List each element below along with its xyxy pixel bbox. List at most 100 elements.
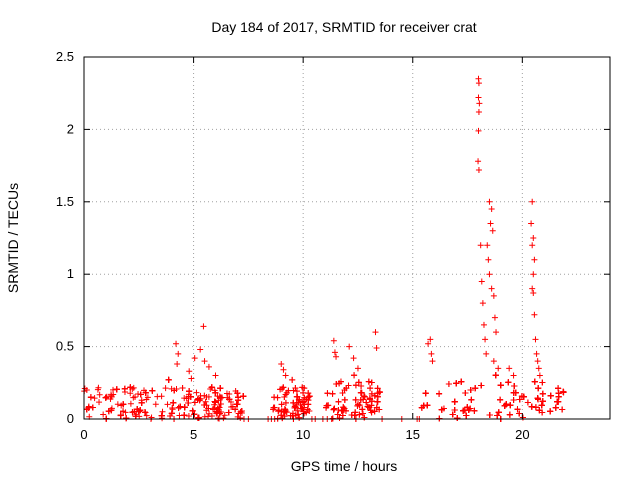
data-point [303,396,310,403]
data-point [507,402,514,409]
data-point [486,198,493,205]
data-point [477,242,484,249]
x-tick-label: 20 [515,427,529,442]
data-point [374,385,381,392]
data-point [511,383,518,390]
data-point [355,379,362,386]
data-point [371,408,378,415]
data-point [497,382,504,389]
data-point [351,412,358,419]
data-point [194,396,201,403]
data-point [141,409,148,416]
data-point [479,300,486,307]
data-point [351,372,358,379]
data-point [200,323,207,330]
data-point [519,414,526,421]
data-point [137,407,144,414]
data-point [289,376,296,383]
data-point [120,401,127,408]
data-point [87,394,94,401]
data-point [217,401,224,408]
data-point [120,408,127,415]
data-point [292,404,299,411]
data-point [372,329,379,336]
data-point [486,271,493,278]
data-point [514,406,521,413]
data-point [294,393,301,400]
data-point [463,412,470,419]
data-point [368,379,375,386]
data-point [530,271,537,278]
data-point [177,403,184,410]
data-point [278,401,285,408]
data-point [197,346,204,353]
data-point [186,388,193,395]
data-point [495,409,502,416]
data-point [162,385,169,392]
data-point [535,365,542,372]
data-point [368,409,375,416]
data-point [505,379,512,386]
data-point [510,372,517,379]
data-point [142,389,149,396]
data-point [532,404,539,411]
data-point [539,409,546,416]
data-point [451,398,458,405]
data-point [534,395,541,402]
data-point [555,385,562,392]
data-point [331,349,338,356]
data-point [191,355,198,362]
data-point [428,350,435,357]
data-point [475,127,482,134]
data-point [497,396,504,403]
data-point [341,396,348,403]
data-point [454,415,461,422]
data-point [374,398,381,405]
data-point [205,393,212,400]
data-point [529,285,536,292]
data-point [462,389,469,396]
data-point [195,414,202,421]
data-point [361,393,368,400]
data-point [360,396,367,403]
data-point [359,406,366,413]
data-point [340,404,347,411]
data-point [237,415,244,422]
x-tick-label: 10 [296,427,310,442]
data-point [282,407,289,414]
data-point [191,399,198,406]
data-point [516,410,523,417]
data-point [488,206,495,213]
data-point [510,397,517,404]
data-point [292,384,299,391]
data-point [205,405,212,412]
data-point [232,406,239,413]
data-point [490,358,497,365]
data-point [335,398,342,405]
data-point [376,406,383,413]
data-point [555,390,562,397]
data-point [175,350,182,357]
data-point [81,385,88,392]
data-point [518,393,525,400]
data-point [292,412,299,419]
data-point [278,360,285,367]
data-point [132,393,139,400]
data-point [487,220,494,227]
data-point [346,343,353,350]
data-point [436,390,443,397]
data-point [138,399,145,406]
x-tick-label: 15 [406,427,420,442]
data-point [300,389,307,396]
data-point [275,407,282,414]
data-point [127,384,134,391]
data-point [425,340,432,347]
data-point [143,396,150,403]
data-point [274,394,281,401]
data-point [475,158,482,165]
data-point [193,389,200,396]
data-point [226,396,233,403]
data-point [531,378,538,385]
data-point [237,408,244,415]
